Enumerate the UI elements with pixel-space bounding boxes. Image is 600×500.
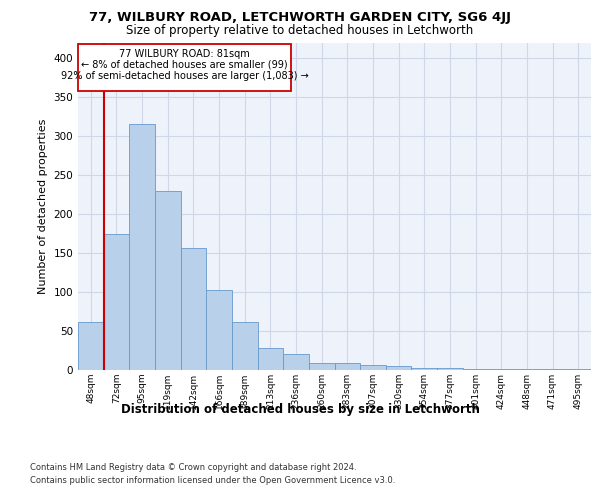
Bar [104,234,130,370]
Text: 92% of semi-detached houses are larger (1,083) →: 92% of semi-detached houses are larger (… [61,70,308,81]
Text: Contains public sector information licensed under the Open Government Licence v3: Contains public sector information licen… [30,476,395,485]
Text: Contains HM Land Registry data © Crown copyright and database right 2024.: Contains HM Land Registry data © Crown c… [30,462,356,471]
Bar [335,363,360,370]
Bar [412,368,437,370]
Text: 77 WILBURY ROAD: 81sqm: 77 WILBURY ROAD: 81sqm [119,48,250,58]
Bar [514,369,540,370]
Text: Size of property relative to detached houses in Letchworth: Size of property relative to detached ho… [127,24,473,37]
Bar [309,363,335,370]
Bar [206,290,232,370]
Bar [540,369,565,370]
Y-axis label: Number of detached properties: Number of detached properties [38,118,48,294]
Bar [155,190,181,370]
Bar [488,369,514,370]
Bar [360,364,386,370]
Text: Distribution of detached houses by size in Letchworth: Distribution of detached houses by size … [121,402,479,415]
Bar [257,348,283,370]
Bar [232,322,257,370]
Bar [283,354,309,370]
Bar [386,366,412,370]
Bar [130,124,155,370]
Bar [565,369,591,370]
FancyBboxPatch shape [78,44,291,91]
Bar [437,368,463,370]
Bar [78,322,104,370]
Text: ← 8% of detached houses are smaller (99): ← 8% of detached houses are smaller (99) [81,60,288,70]
Text: 77, WILBURY ROAD, LETCHWORTH GARDEN CITY, SG6 4JJ: 77, WILBURY ROAD, LETCHWORTH GARDEN CITY… [89,11,511,24]
Bar [181,248,206,370]
Bar [463,369,488,370]
